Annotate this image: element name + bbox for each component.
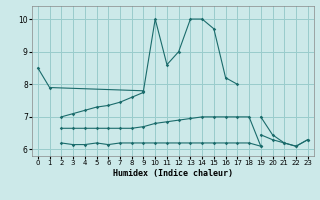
X-axis label: Humidex (Indice chaleur): Humidex (Indice chaleur): [113, 169, 233, 178]
